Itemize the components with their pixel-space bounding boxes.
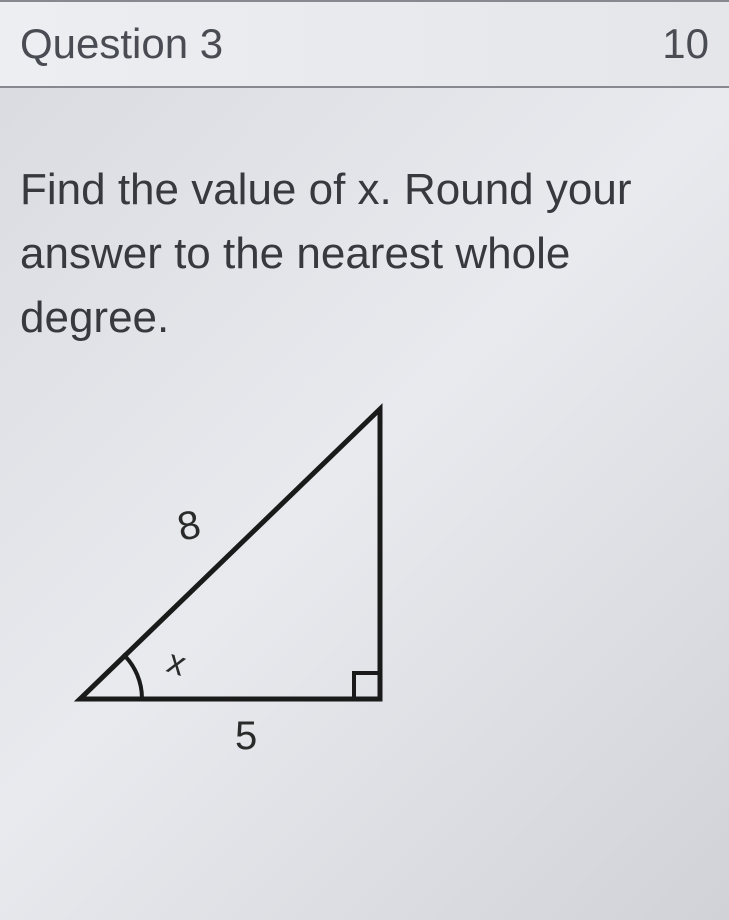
points-label: 10 bbox=[662, 20, 709, 68]
triangle-svg bbox=[60, 399, 480, 759]
question-number-label: Question 3 bbox=[20, 20, 223, 68]
question-prompt: Find the value of x. Round your answer t… bbox=[20, 158, 709, 349]
base-label: 5 bbox=[235, 714, 257, 759]
question-content: Find the value of x. Round your answer t… bbox=[0, 88, 729, 759]
question-header: Question 3 10 bbox=[0, 0, 729, 88]
angle-arc bbox=[123, 654, 142, 699]
triangle-diagram: 8 5 x bbox=[60, 399, 480, 759]
right-angle-marker bbox=[354, 673, 380, 699]
